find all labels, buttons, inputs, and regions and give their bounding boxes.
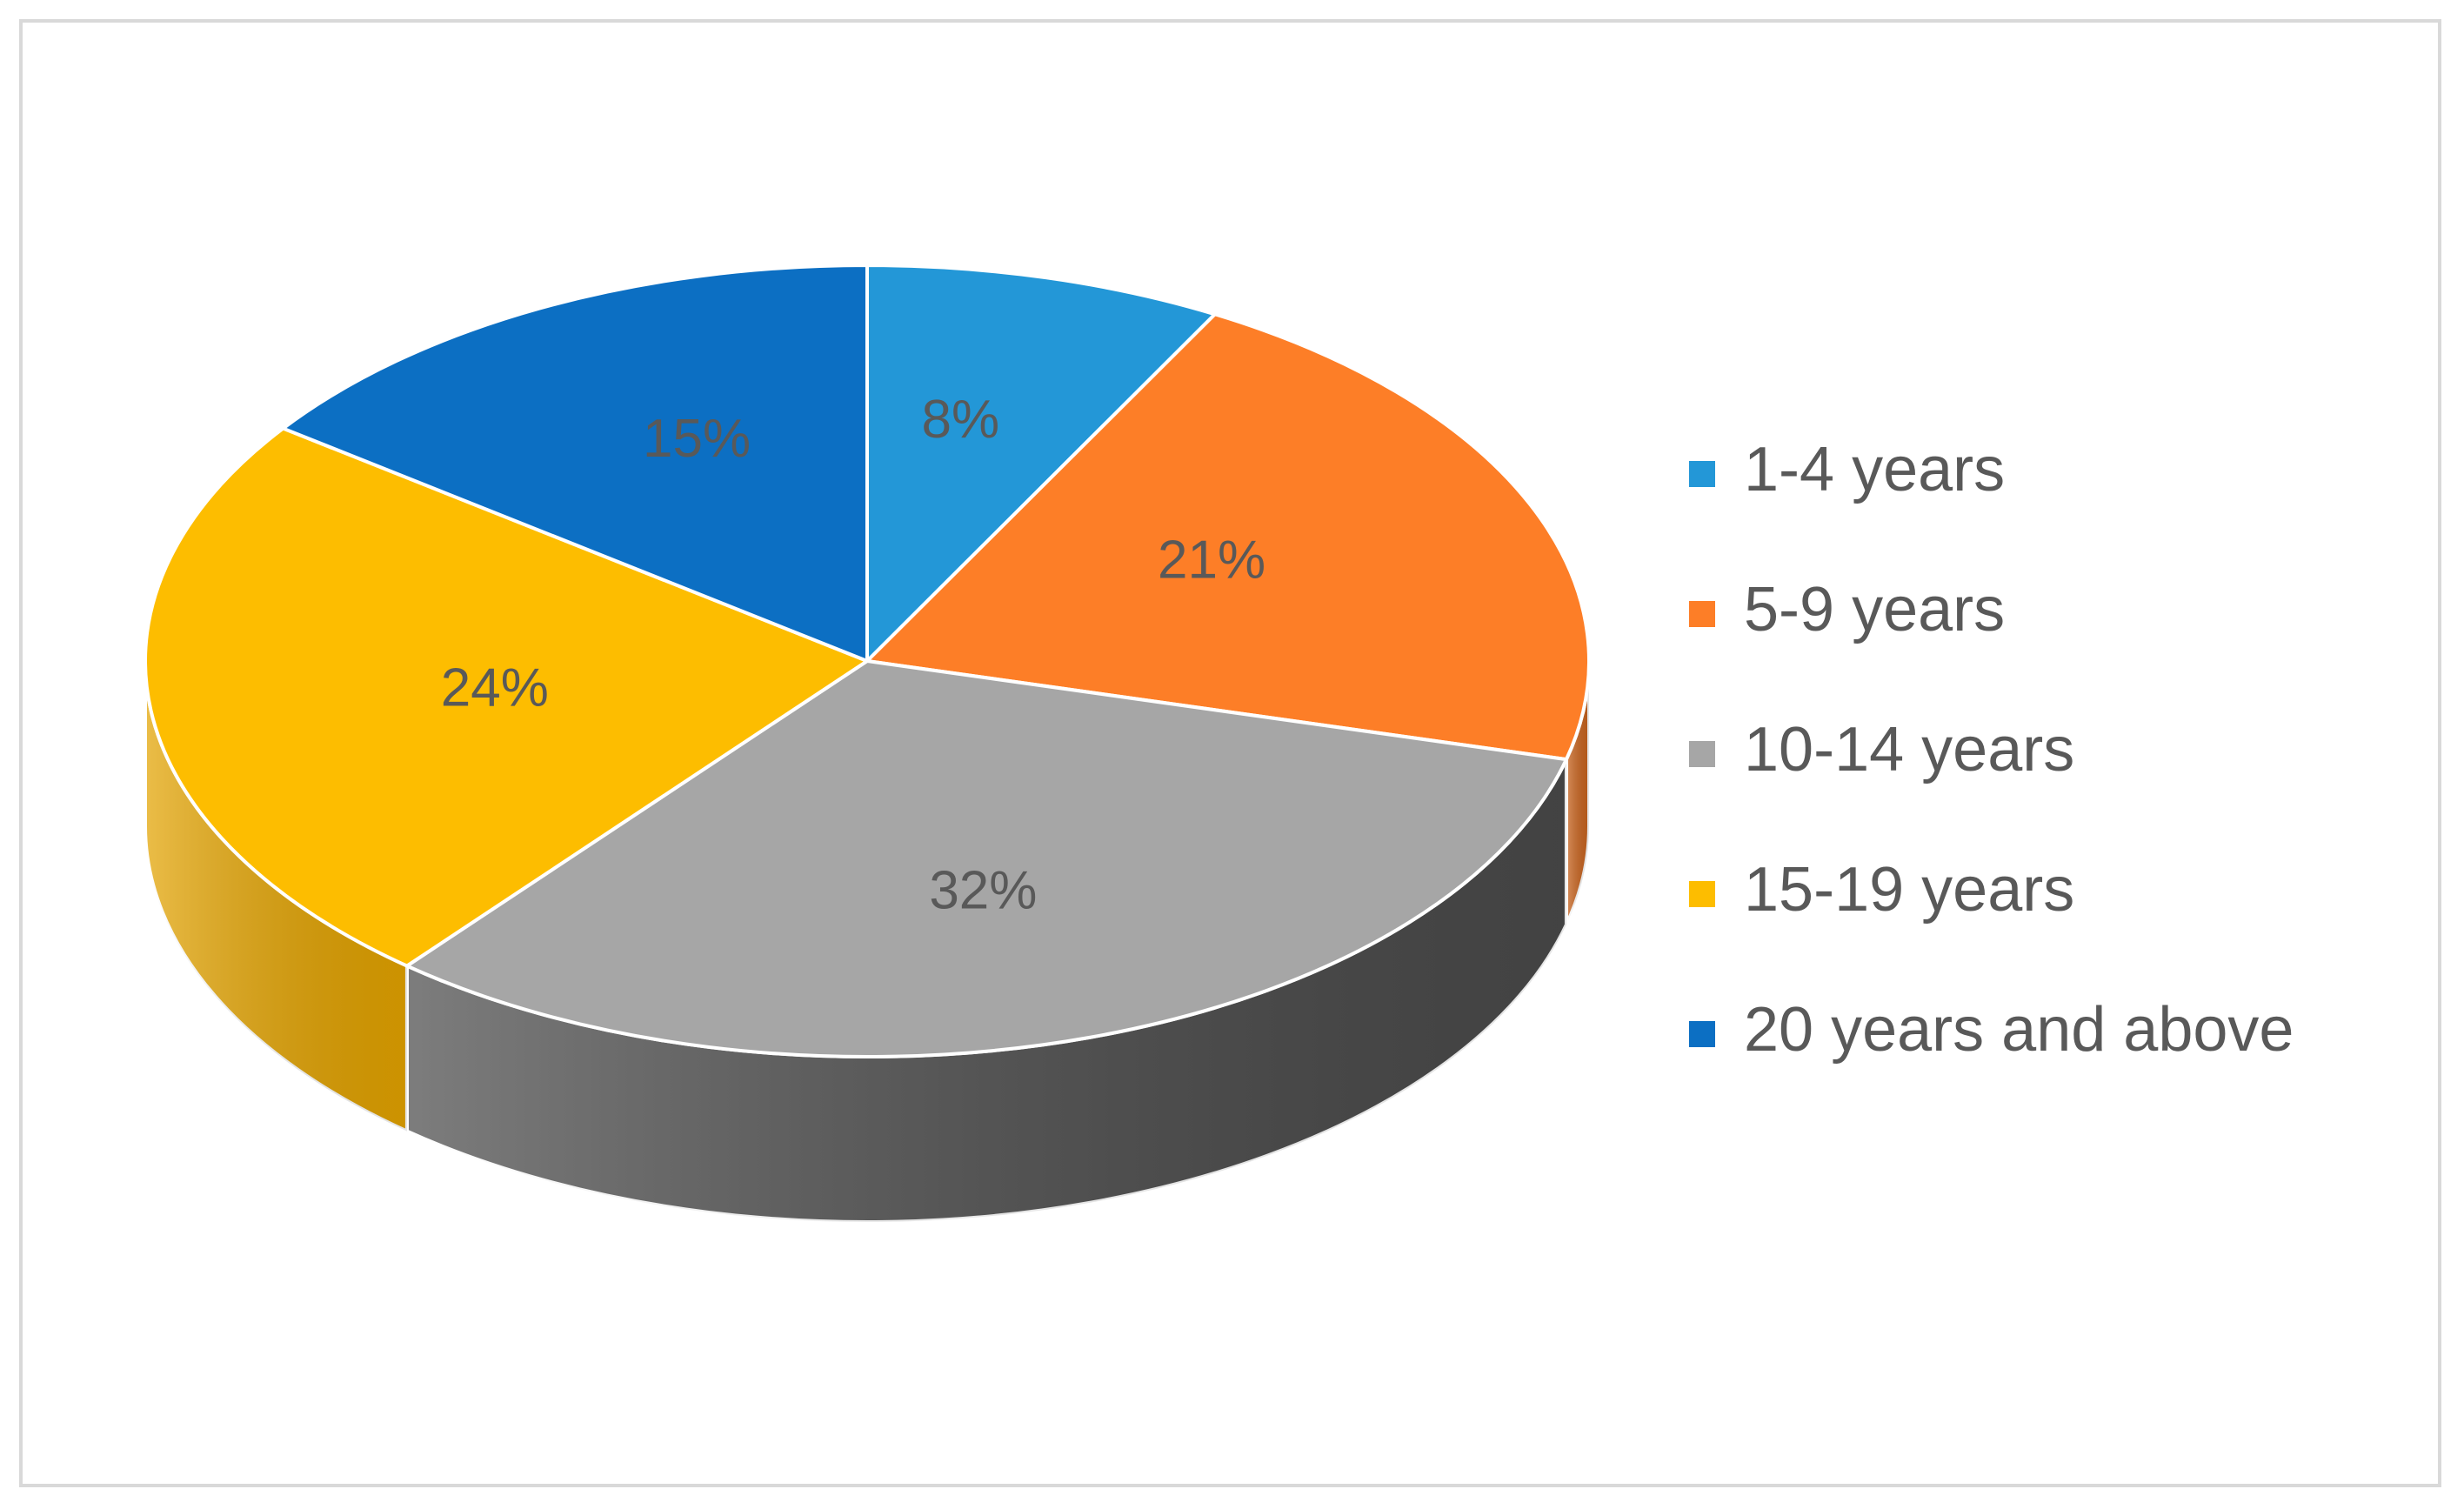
slice-5-9-years	[865, 312, 1591, 762]
legend-label-5-9-years: 5-9 years	[1744, 575, 2005, 644]
legend-item-10-14-years: 10-14 years	[1689, 715, 2074, 785]
slice-1-4-years	[865, 264, 1217, 663]
slice-15-19-years	[144, 426, 869, 968]
legend-label-20-years-and-above: 20 years and above	[1744, 995, 2294, 1065]
data-label-5-9-years: 21%	[1158, 530, 1265, 590]
slice-10-14-years	[404, 659, 1568, 1058]
slice-side-shade-15-19-years	[145, 661, 407, 1132]
pie-top	[144, 264, 1591, 1058]
data-label-20-years-and-above: 15%	[643, 409, 751, 469]
slice-side-shade-10-14-years	[406, 759, 1566, 1222]
legend-item-20-years-and-above: 20 years and above	[1689, 995, 2294, 1065]
legend: 1-4 years 5-9 years 10-14 years 15-19 years…	[1689, 435, 2294, 1065]
legend-label-1-4-years: 1-4 years	[1744, 435, 2005, 504]
legend-swatch-15-19-years	[1689, 881, 1715, 907]
data-label-1-4-years: 8%	[922, 390, 1000, 450]
legend-label-10-14-years: 10-14 years	[1744, 715, 2074, 785]
data-label-10-14-years: 32%	[929, 861, 1037, 921]
legend-swatch-20-years-and-above	[1689, 1021, 1715, 1047]
data-label-15-19-years: 24%	[441, 658, 549, 718]
data-labels: 8% 21% 32% 24% 15%	[441, 390, 1265, 921]
legend-item-5-9-years: 5-9 years	[1689, 575, 2005, 644]
legend-item-15-19-years: 15-19 years	[1689, 855, 2074, 925]
legend-item-1-4-years: 1-4 years	[1689, 435, 2005, 504]
slice-20-years-and-above	[281, 264, 869, 663]
legend-swatch-1-4-years	[1689, 461, 1715, 487]
legend-swatch-10-14-years	[1689, 741, 1715, 767]
legend-label-15-19-years: 15-19 years	[1744, 855, 2074, 925]
legend-swatch-5-9-years	[1689, 601, 1715, 627]
slice-side-shade-5-9-years	[1566, 661, 1589, 925]
